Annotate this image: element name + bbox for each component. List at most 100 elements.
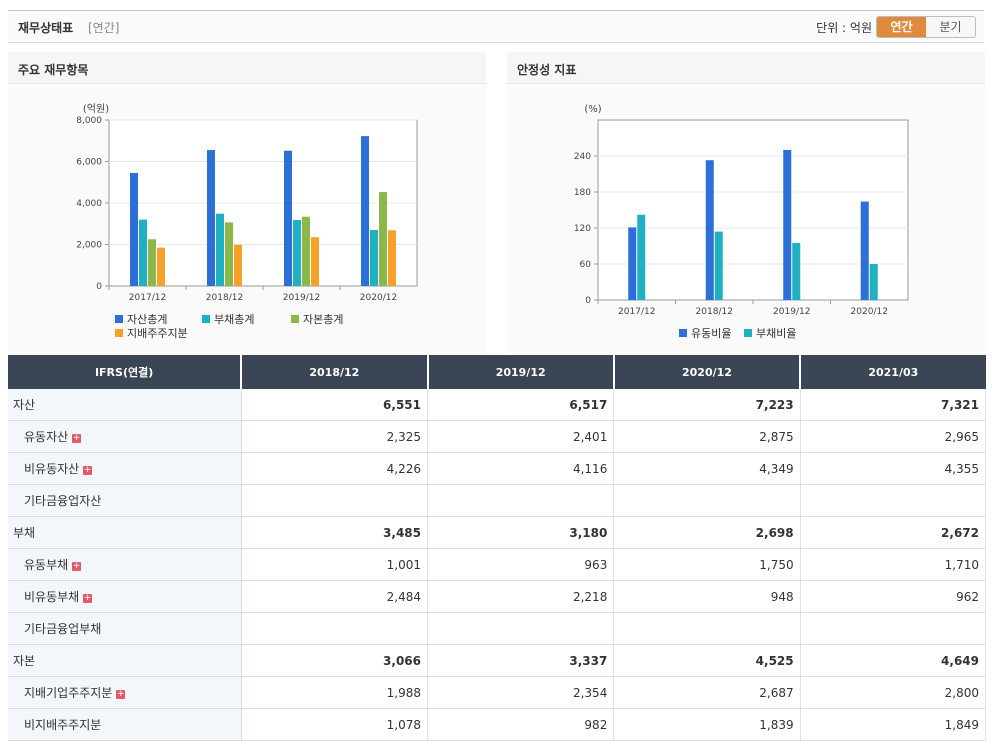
table-row: 부채 3,485 3,180 2,698 2,672 xyxy=(8,516,987,549)
table-cell: 2,965 xyxy=(800,420,987,453)
y-tick-label: 0 xyxy=(585,296,591,306)
row-label: 부채 xyxy=(8,516,242,549)
stability-chart: 0 60 120 180 240 (%) 2017/12 2018/12 2019/12 2020… xyxy=(574,104,909,340)
tab-annual[interactable]: 연간 xyxy=(877,17,926,37)
bar-지배주주지분 xyxy=(388,230,396,286)
table-row: 자산 6,551 6,517 7,223 7,321 xyxy=(8,389,987,421)
y-tick-label: 6,000 xyxy=(76,158,102,168)
row-label: 기타금융업자산 xyxy=(8,484,242,517)
table-cell: 1,078 xyxy=(241,708,429,741)
table-cell: 4,226 xyxy=(241,452,429,485)
table-cell: 4,116 xyxy=(427,452,615,485)
x-tick-label: 2017/12 xyxy=(129,293,166,303)
table-row: 유동자산 +2,325 2,401 2,875 2,965 xyxy=(8,420,987,453)
table-cell: 1,839 xyxy=(613,708,801,741)
legend-swatch xyxy=(679,329,687,337)
unit-label: 단위 : 억원 xyxy=(816,21,872,35)
bar-유동비율 xyxy=(860,201,869,300)
legend-label: 지배주주지분 xyxy=(127,327,188,340)
table-cell: 2,401 xyxy=(427,420,615,453)
table-cell: 3,337 xyxy=(427,644,615,677)
expand-icon[interactable]: + xyxy=(83,465,93,475)
bar-부채총계 xyxy=(293,220,301,286)
legend-label: 자본총계 xyxy=(303,313,343,326)
bar-부채총계 xyxy=(216,213,224,286)
bar-자산총계 xyxy=(361,136,369,286)
header-period: 2018/12 xyxy=(241,355,429,389)
x-tick-label: 2019/12 xyxy=(773,307,810,317)
table-cell: 963 xyxy=(427,548,615,581)
bar-부채총계 xyxy=(139,219,147,286)
table-cell: 948 xyxy=(613,580,801,613)
table-cell xyxy=(241,612,429,645)
x-tick-label: 2018/12 xyxy=(206,293,243,303)
y-axis-label: (%) xyxy=(584,104,601,115)
table-cell: 2,687 xyxy=(613,676,801,709)
bar-부채비율 xyxy=(869,264,878,300)
table-cell xyxy=(800,484,987,517)
tab-quarterly[interactable]: 분기 xyxy=(926,17,975,37)
bar-유동비율 xyxy=(783,150,792,300)
chart-title: 안정성 지표 xyxy=(517,63,577,77)
legend-label: 자산총계 xyxy=(127,313,167,326)
table-cell xyxy=(427,484,615,517)
legend-swatch xyxy=(115,329,123,337)
table-cell: 1,710 xyxy=(800,548,987,581)
financial-items-chart: 0 2,000 4,000 6,000 8,000(억원) 2017/12 2018/12 2… xyxy=(76,103,418,340)
table-row: 비지배주주지분 1,078 982 1,839 1,849 xyxy=(8,708,987,741)
table-cell xyxy=(427,612,615,645)
bar-유동비율 xyxy=(705,160,714,300)
expand-icon[interactable]: + xyxy=(72,433,82,443)
y-tick-label: 240 xyxy=(574,152,591,162)
bar-자본총계 xyxy=(379,192,387,286)
page-subtitle: [연간] xyxy=(88,21,120,35)
table-cell: 4,525 xyxy=(613,644,801,677)
table-cell: 1,001 xyxy=(241,548,429,581)
legend-swatch xyxy=(744,329,752,337)
legend-label: 부채총계 xyxy=(214,313,254,326)
header-period: 2019/12 xyxy=(427,355,615,389)
bar-부채비율 xyxy=(714,231,723,300)
y-tick-label: 0 xyxy=(96,282,102,292)
y-tick-label: 60 xyxy=(580,260,592,270)
row-label: 지배기업주주지분 + xyxy=(8,676,242,709)
period-toggle[interactable]: 연간 분기 xyxy=(876,16,976,38)
balance-sheet-table: IFRS(연결) 2018/12 2019/12 2020/12 2021/03 자산 6… xyxy=(8,355,987,741)
x-tick-label: 2019/12 xyxy=(283,293,320,303)
header-ifrs: IFRS(연결) xyxy=(8,355,243,389)
table-cell: 4,355 xyxy=(800,452,987,485)
expand-icon[interactable]: + xyxy=(116,689,126,699)
x-tick-label: 2018/12 xyxy=(696,307,733,317)
y-tick-label: 8,000 xyxy=(76,116,102,126)
bar-자본총계 xyxy=(225,222,233,286)
table-row: 자본 3,066 3,337 4,525 4,649 xyxy=(8,644,987,677)
table-cell xyxy=(613,612,801,645)
table-cell: 2,218 xyxy=(427,580,615,613)
legend-label: 부채비율 xyxy=(756,327,796,340)
table-cell: 2,800 xyxy=(800,676,987,709)
expand-icon[interactable]: + xyxy=(83,593,93,603)
header-period: 2021/03 xyxy=(800,355,986,389)
table-row: 지배기업주주지분 +1,988 2,354 2,687 2,800 xyxy=(8,676,987,709)
table-cell: 962 xyxy=(800,580,987,613)
table-row: 비유동부채 +2,484 2,218 948 962 xyxy=(8,580,987,613)
table-cell: 2,698 xyxy=(613,516,801,549)
table-cell: 4,349 xyxy=(613,452,801,485)
table-cell: 1,849 xyxy=(800,708,987,741)
y-tick-label: 2,000 xyxy=(76,241,102,251)
table-cell: 3,066 xyxy=(241,644,429,677)
y-axis-label: (억원) xyxy=(83,103,109,115)
expand-icon[interactable]: + xyxy=(72,561,82,571)
x-tick-label: 2020/12 xyxy=(360,293,397,303)
bar-자본총계 xyxy=(148,239,156,286)
row-label: 유동부채 + xyxy=(8,548,242,581)
table-cell: 2,875 xyxy=(613,420,801,453)
x-tick-label: 2020/12 xyxy=(851,307,888,317)
table-cell: 6,551 xyxy=(241,389,429,421)
bar-지배주주지분 xyxy=(157,247,165,286)
y-tick-label: 4,000 xyxy=(76,199,102,209)
page-header: 재무상태표 [연간] 단위 : 억원 연간 분기 xyxy=(8,10,984,43)
x-tick-label: 2017/12 xyxy=(618,307,655,317)
row-label: 기타금융업부채 xyxy=(8,612,242,645)
y-tick-label: 120 xyxy=(574,224,591,234)
